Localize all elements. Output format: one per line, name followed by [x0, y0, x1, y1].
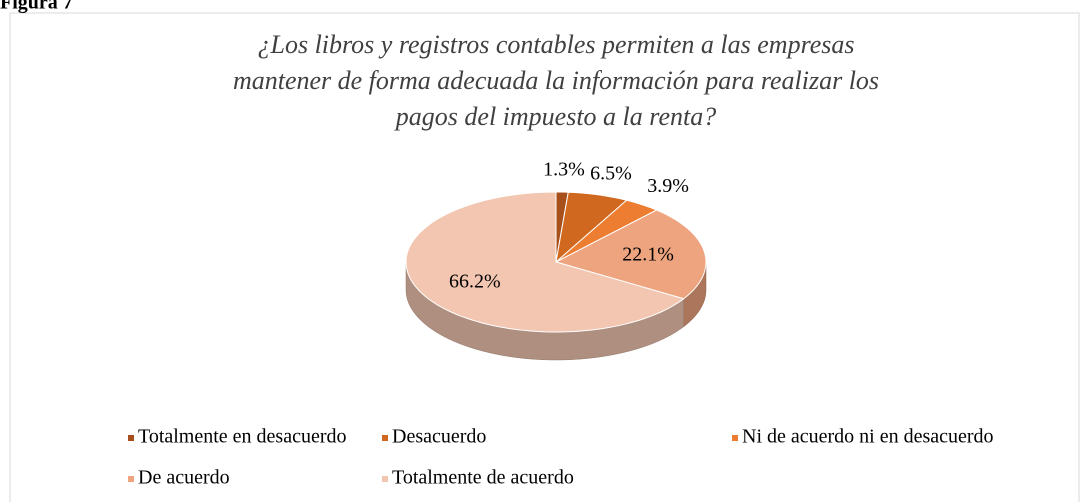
legend-label: Desacuerdo [392, 426, 486, 448]
legend-swatch [732, 435, 738, 441]
slice [555, 191, 628, 264]
slice [555, 199, 658, 263]
legend-label: Ni de acuerdo ni en desacuerdo [742, 426, 994, 448]
data-label: 22.1% [622, 243, 674, 265]
legend-swatch [382, 435, 388, 441]
data-label: 1.3% [543, 159, 585, 181]
legend-swatch [128, 435, 134, 441]
data-label: 3.9% [647, 175, 689, 197]
chart-title: mantener de forma adecuada la informació… [233, 66, 879, 95]
data-label: 66.2% [449, 271, 501, 293]
chart-title: pagos del impuesto a la renta? [394, 102, 716, 131]
figure-caption: Figura 7 [0, 0, 73, 14]
data-label: 6.5% [590, 162, 632, 184]
legend-swatch [382, 476, 388, 482]
slice [405, 191, 685, 333]
slice [554, 209, 707, 300]
legend-swatch [128, 476, 134, 482]
legend-label: Totalmente de acuerdo [392, 467, 574, 489]
chart-title: ¿Los libros y registros contables permit… [257, 30, 854, 59]
legend-label: De acuerdo [138, 467, 230, 489]
legend-label: Totalmente en desacuerdo [138, 426, 347, 448]
